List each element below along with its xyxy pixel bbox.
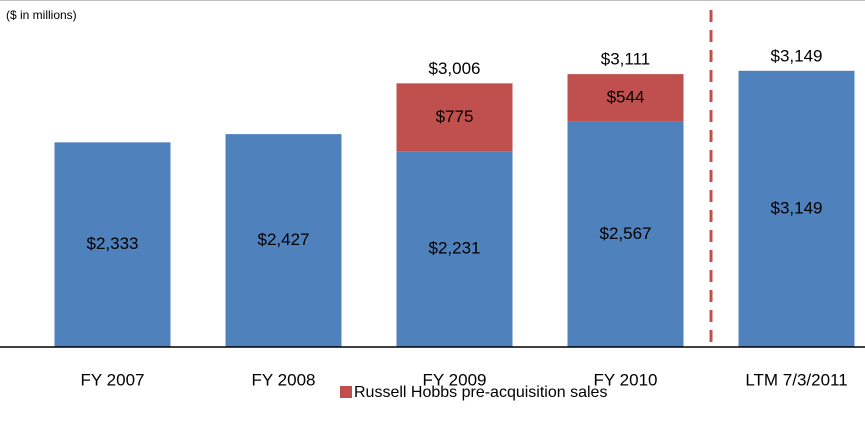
value-label: $3,149 <box>771 198 823 217</box>
x-tick-label: FY 2010 <box>594 370 658 389</box>
x-tick-label: FY 2007 <box>81 370 145 389</box>
legend-label: Russell Hobbs pre-acquisition sales <box>354 384 607 401</box>
total-label: $3,006 <box>429 59 481 78</box>
bar-segment <box>396 151 513 347</box>
value-label: $775 <box>436 107 474 126</box>
bar-segment <box>54 142 171 347</box>
bar-segment <box>396 83 513 152</box>
x-tick-label: LTM 7/3/2011 <box>745 370 847 389</box>
value-label: $2,333 <box>87 234 139 253</box>
bar-segment <box>225 134 342 347</box>
bar-segment <box>567 121 684 347</box>
value-label: $544 <box>607 87 645 106</box>
value-label: $2,427 <box>258 230 310 249</box>
x-tick-label: FY 2009 <box>423 370 487 389</box>
bar-segment <box>567 74 684 122</box>
bar-segment <box>738 70 855 347</box>
total-label: $3,149 <box>771 46 823 65</box>
legend-swatch <box>340 386 352 398</box>
value-label: $2,567 <box>600 224 652 243</box>
x-tick-label: FY 2008 <box>252 370 316 389</box>
value-label: $2,231 <box>429 239 481 258</box>
chart-subtitle: ($ in millions) <box>6 8 77 22</box>
total-label: $3,111 <box>601 50 650 69</box>
